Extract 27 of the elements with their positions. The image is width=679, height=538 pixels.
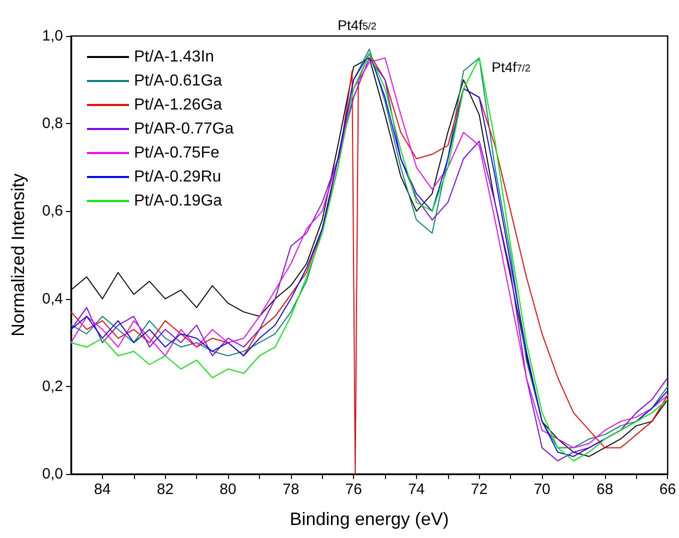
- legend-label: Pt/A-1.26Ga: [134, 96, 222, 114]
- x-tick-label: 82: [156, 481, 174, 498]
- x-tick-label: 68: [596, 481, 614, 498]
- x-tick-label: 74: [408, 481, 425, 498]
- annotation: Pt4f7/2: [492, 59, 531, 75]
- y-tick-label: 0,2: [42, 378, 63, 395]
- legend-label: Pt/A-0.19Ga: [134, 192, 222, 210]
- y-tick-label: 0,8: [42, 115, 63, 132]
- x-tick-label: 76: [345, 481, 362, 498]
- x-axis-title: Binding energy (eV): [290, 509, 449, 529]
- x-tick-label: 72: [470, 481, 488, 498]
- x-tick-label: 70: [534, 481, 550, 498]
- legend-label: Pt/A-0.75Fe: [134, 144, 220, 162]
- y-tick-label: 1,0: [42, 28, 63, 44]
- legend-label: Pt/A-1.43In: [134, 48, 214, 66]
- y-tick-label: 0,4: [42, 290, 63, 308]
- legend-label: Pt/A-0.61Ga: [134, 72, 222, 90]
- x-tick-label: 78: [282, 481, 300, 498]
- legend-label: Pt/A-0.29Ru: [134, 168, 222, 186]
- y-tick-label: 0,0: [42, 466, 63, 482]
- y-tick-label: 0,6: [42, 202, 63, 220]
- x-tick-label: 80: [220, 481, 236, 498]
- x-tick-label: 66: [659, 481, 676, 498]
- text: Pt4f5/2: [338, 17, 377, 33]
- y-axis-title: Normalized Intensity: [8, 173, 28, 337]
- x-tick-label: 84: [94, 481, 111, 498]
- legend-label: Pt/AR-0.77Ga: [134, 120, 234, 138]
